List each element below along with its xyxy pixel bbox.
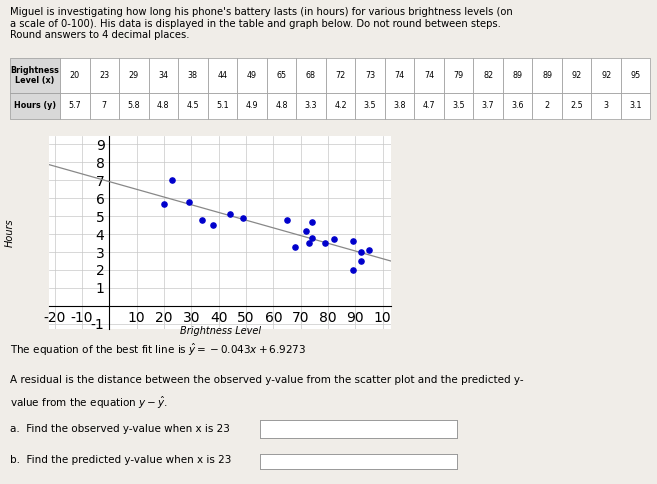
Point — [301, 227, 311, 234]
Point — [328, 236, 339, 243]
Point — [208, 221, 219, 229]
Point — [238, 214, 248, 222]
Point — [320, 239, 330, 247]
Point — [167, 177, 177, 184]
Text: value from the equation $y-\hat{y}$.: value from the equation $y-\hat{y}$. — [10, 394, 168, 411]
Point — [355, 257, 366, 265]
Point — [306, 218, 317, 226]
Point — [355, 248, 366, 256]
Text: The equation of the best fit line is $\hat{y}=-0.043x+6.9273$: The equation of the best fit line is $\h… — [10, 341, 306, 358]
Point — [282, 216, 292, 224]
Point — [225, 211, 235, 218]
Point — [306, 234, 317, 242]
Point — [348, 238, 358, 245]
Y-axis label: Hours: Hours — [5, 218, 15, 247]
Text: a.  Find the observed y-value when x is 23: a. Find the observed y-value when x is 2… — [10, 424, 230, 434]
Point — [290, 243, 300, 251]
Text: b.  Find the predicted y-value when x is 23: b. Find the predicted y-value when x is … — [10, 455, 231, 465]
Point — [364, 246, 374, 254]
Text: Miguel is investigating how long his phone's battery lasts (in hours) for variou: Miguel is investigating how long his pho… — [10, 7, 512, 41]
Point — [348, 266, 358, 274]
X-axis label: Brightness Level: Brightness Level — [179, 326, 261, 336]
Point — [197, 216, 208, 224]
Point — [304, 239, 314, 247]
Point — [183, 198, 194, 206]
Point — [159, 200, 170, 208]
Text: A residual is the distance between the observed y-value from the scatter plot an: A residual is the distance between the o… — [10, 375, 524, 385]
